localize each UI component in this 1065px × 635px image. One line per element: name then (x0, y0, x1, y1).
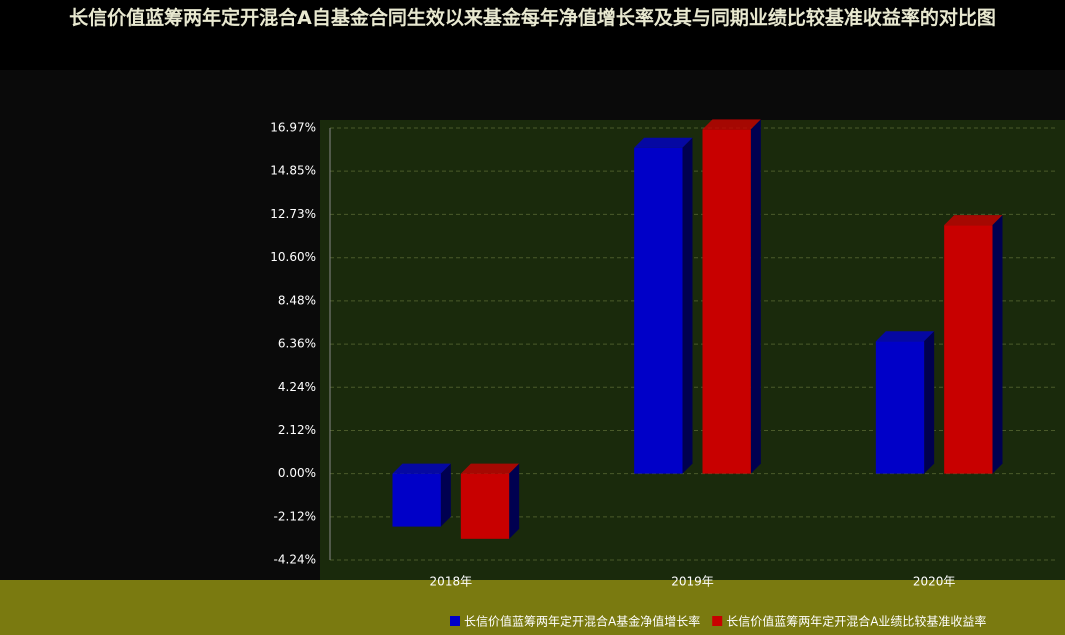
x-tick-label: 2020年 (913, 575, 956, 589)
x-tick-label: 2019年 (671, 575, 714, 589)
bar-side (682, 137, 693, 474)
bar-side (924, 331, 935, 474)
y-tick-label: 0.00% (278, 466, 316, 480)
bar-top (875, 331, 935, 342)
floor (0, 580, 1065, 635)
y-tick-label: 2.12% (278, 423, 316, 437)
y-tick-label: -2.12% (274, 509, 316, 523)
bar (702, 129, 751, 474)
bar (875, 341, 925, 474)
y-tick-label: 4.24% (278, 380, 316, 394)
y-tick-label: 12.73% (270, 207, 316, 221)
y-tick-label: 16.97% (270, 121, 316, 135)
legend-label: 长信价值蓝筹两年定开混合A基金净值增长率 (464, 614, 700, 629)
chart-title: 长信价值蓝筹两年定开混合A自基金合同生效以来基金每年净值增长率及其与同期业绩比较… (69, 7, 996, 29)
bar (944, 225, 993, 474)
legend-swatch (450, 616, 460, 626)
y-tick-label: 6.36% (278, 337, 316, 351)
bar (392, 473, 441, 527)
x-tick-label: 2018年 (430, 575, 473, 589)
legend-label: 长信价值蓝筹两年定开混合A业绩比较基准收益率 (726, 614, 986, 629)
y-tick-label: 8.48% (278, 293, 316, 307)
bar-side (440, 463, 451, 527)
bar-side (509, 463, 520, 539)
bar-top (392, 463, 451, 474)
bar-top (634, 137, 693, 148)
y-tick-label: 10.60% (270, 250, 316, 264)
bar (634, 147, 683, 474)
bar (460, 473, 510, 539)
bar-top (944, 215, 1003, 226)
bar-top (702, 119, 761, 130)
legend-swatch (712, 616, 723, 626)
y-tick-label: -4.24% (274, 553, 316, 567)
bar-side (992, 215, 1003, 474)
bar-top (460, 463, 520, 474)
y-tick-label: 14.85% (270, 164, 316, 178)
bar-side (750, 119, 761, 474)
